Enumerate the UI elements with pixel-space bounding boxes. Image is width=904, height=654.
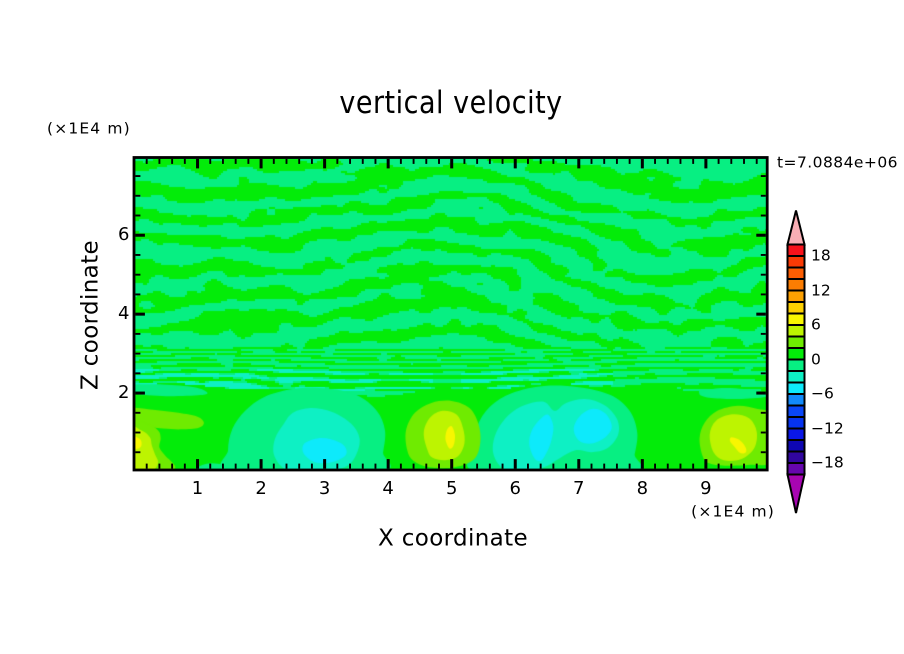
- x-tick-label: 5: [445, 477, 458, 499]
- time-label: t=7.0884e+06: [777, 153, 898, 172]
- colorbar-segment: [787, 371, 805, 383]
- contour-field: [133, 157, 767, 470]
- colorbar-under-arrow: [786, 473, 806, 514]
- colorbar: [786, 210, 806, 514]
- colorbar-tick-label: −18: [811, 453, 844, 472]
- colorbar-segment: [787, 348, 805, 360]
- x-axis-unit-label: (×1E4 m): [691, 502, 775, 521]
- colorbar-segment: [787, 440, 805, 452]
- colorbar-segment: [787, 302, 805, 314]
- colorbar-segment: [787, 325, 805, 337]
- x-tick-label: 1: [191, 477, 204, 499]
- z-tick-label: 4: [118, 303, 130, 325]
- z-axis-unit-label: (×1E4 m): [47, 119, 131, 138]
- x-tick-label: 2: [255, 477, 267, 499]
- x-tick-label: 9: [700, 477, 712, 499]
- colorbar-segment: [787, 256, 805, 268]
- z-axis-title: Z coordinate: [77, 240, 104, 390]
- z-tick-label: 2: [118, 382, 130, 404]
- colorbar-tick-label: −12: [811, 418, 844, 437]
- colorbar-segment: [787, 359, 805, 371]
- colorbar-tick-label: 6: [811, 315, 821, 334]
- colorbar-border: [786, 243, 806, 476]
- colorbar-segment: [787, 244, 805, 256]
- colorbar-segment: [787, 336, 805, 348]
- colorbar-segment: [787, 405, 805, 417]
- x-tick-label: 7: [573, 477, 585, 499]
- colorbar-segment: [787, 290, 805, 302]
- colorbar-tick-label: 12: [811, 280, 831, 299]
- colorbar-segment: [787, 451, 805, 463]
- z-tick-label: 6: [118, 224, 130, 246]
- x-tick-label: 4: [382, 477, 394, 499]
- colorbar-segment: [787, 463, 805, 475]
- x-tick-label: 8: [636, 477, 649, 499]
- plot-border: [132, 156, 769, 472]
- colorbar-tick-label: −6: [811, 384, 834, 403]
- colorbar-segment: [787, 382, 805, 394]
- colorbar-segment: [787, 313, 805, 325]
- colorbar-segment: [787, 417, 805, 429]
- colorbar-segment: [787, 428, 805, 440]
- colorbar-tick-label: 18: [811, 246, 831, 265]
- colorbar-tick-label: 0: [811, 349, 821, 368]
- x-tick-label: 6: [509, 477, 521, 499]
- x-axis-title: X coordinate: [378, 525, 528, 552]
- colorbar-segment: [787, 267, 805, 279]
- x-tick-label: 3: [318, 477, 331, 499]
- axis-ticks: [135, 158, 766, 469]
- colorbar-over-arrow: [786, 210, 806, 246]
- chart-title: vertical velocity: [339, 85, 563, 121]
- colorbar-segment: [787, 279, 805, 291]
- colorbar-segment: [787, 394, 805, 406]
